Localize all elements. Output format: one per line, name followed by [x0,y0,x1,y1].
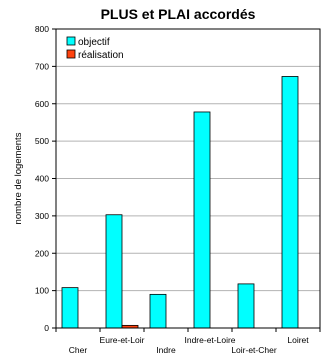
y-tick-label: 400 [35,174,49,184]
grid-lines [52,28,320,329]
bar-objectif [281,76,299,329]
bars [61,76,299,329]
legend-label: réalisation [78,50,124,61]
x-tick-labels: Cher Eure-et-Loir Indre Indre-et-LoireLoir-… [55,328,321,355]
y-tick-label: 300 [35,211,49,221]
y-tick-labels: 0 100 200 300 400 500 600 700 800 [35,24,49,333]
legend-swatch [66,36,76,46]
x-tick-label: Cher [69,345,88,355]
chart-title: PLUS et PLAI accordés [101,6,256,22]
x-tick-label: Loiret [287,335,309,345]
x-tick-label: Indre [156,345,176,355]
plot-area-border [55,28,321,329]
legend-swatch [66,49,76,59]
bar-objectif [193,111,211,329]
y-axis-label: nombre de logements [13,132,24,224]
y-tick-label: 500 [35,136,49,146]
bar-objectif [237,283,255,329]
bar-objectif [149,293,167,329]
y-tick-label: 200 [35,248,49,258]
x-tick-label: Loir-et-Cher [231,345,277,355]
y-tick-label: 100 [35,286,49,296]
y-tick-label: 800 [35,24,49,34]
y-tick-label: 700 [35,61,49,71]
bar-objectif [105,214,123,329]
y-tick-label: 0 [44,323,49,333]
y-tick-label: 600 [35,99,49,109]
bar-objectif [61,287,79,329]
legend: objectif réalisation [66,36,124,61]
x-tick-label: Eure-et-Loir [100,335,145,345]
x-tick-label: Indre-et-Loire [184,335,235,345]
legend-label: objectif [78,37,110,48]
